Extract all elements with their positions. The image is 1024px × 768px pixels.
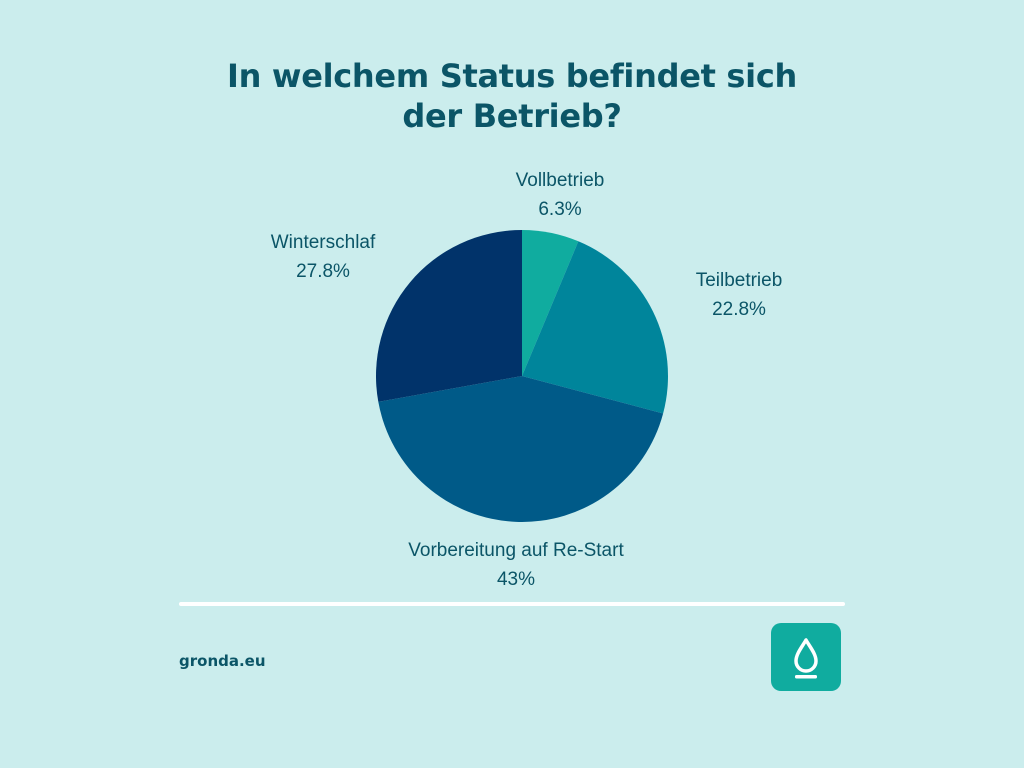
slice-label-3: Winterschlaf: [271, 232, 376, 253]
slice-value-label-0: 6.3%: [538, 199, 581, 220]
chart-title-line-2: der Betrieb?: [402, 97, 622, 135]
divider: [179, 602, 845, 606]
pie-slice-0: [522, 230, 579, 376]
pie-slice-1: [522, 241, 668, 414]
slice-label-1: Teilbetrieb: [696, 270, 783, 291]
droplet-icon: [794, 638, 818, 679]
pie-chart: Vollbetrieb 6.3% Teilbetrieb 22.8% Vorbereit…: [271, 170, 783, 590]
slice-value-label-1: 22.8%: [712, 299, 766, 320]
slice-value-label-3: 27.8%: [296, 261, 350, 282]
slice-label-0: Vollbetrieb: [516, 170, 605, 191]
pie-slice-3: [376, 230, 522, 402]
website-link[interactable]: gronda.eu: [179, 652, 266, 670]
pie-slice-2: [378, 376, 664, 522]
chart-title-line-1: In welchem Status befindet sich: [227, 57, 797, 95]
chart-title: In welchem Status befindet sich der Betr…: [0, 56, 1024, 136]
slice-label-2: Vorbereitung auf Re-Start: [408, 540, 624, 561]
slice-value-label-2: 43%: [497, 569, 535, 590]
brand-logo: [771, 623, 841, 691]
